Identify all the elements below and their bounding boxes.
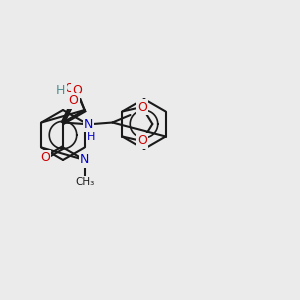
Text: H: H (56, 84, 65, 97)
Text: O: O (137, 100, 147, 113)
Text: O: O (40, 152, 50, 164)
Text: CH₃: CH₃ (75, 177, 94, 187)
Text: N: N (80, 154, 89, 166)
Text: O: O (137, 134, 147, 148)
Text: OH: OH (64, 82, 84, 95)
Text: N: N (84, 118, 93, 130)
Text: O: O (72, 84, 82, 97)
Text: H: H (87, 132, 95, 142)
Text: O: O (69, 94, 78, 107)
